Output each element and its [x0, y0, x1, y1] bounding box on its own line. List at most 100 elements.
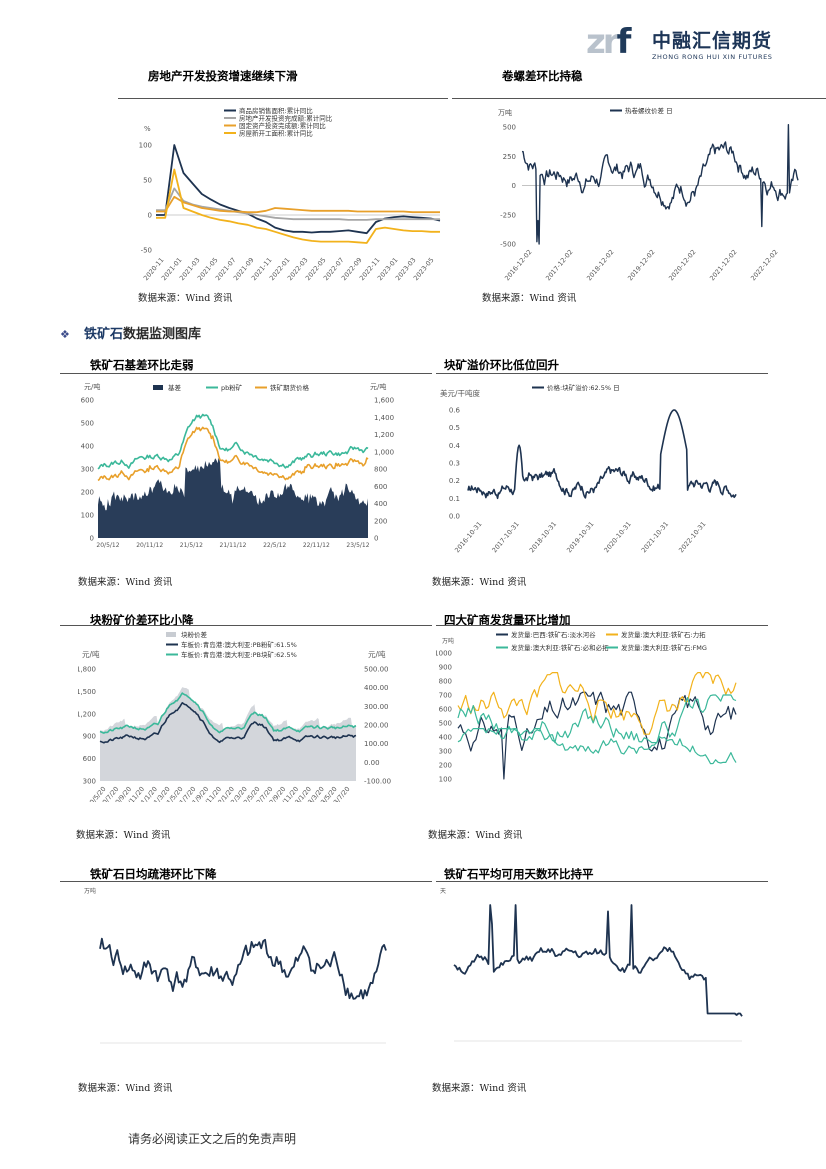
legend-item: 块粉价差: [181, 630, 208, 639]
y-tick-label-left: 600: [81, 397, 94, 405]
series-line: [467, 409, 737, 500]
divider: [60, 625, 432, 626]
legend-item: 热卷螺纹价差 日: [625, 106, 673, 115]
divider: [60, 881, 432, 882]
y-tick-label-left: 0: [90, 535, 94, 543]
chart-basis: 元/吨 元/吨 600 500 400 300 200 100 0 1,600 1,400 1,200…: [81, 382, 394, 549]
y-tick-label: 0.3: [449, 460, 460, 468]
y-tick-label: 0: [512, 182, 516, 190]
y-tick-label-right: 500.00: [364, 666, 389, 674]
y-tick-label-right: 800: [374, 466, 387, 474]
y-tick-label: 400: [439, 734, 452, 742]
y-tick-label: 600: [439, 706, 452, 714]
source-note: 数据来源：Wind 资讯: [78, 1083, 173, 1094]
y-tick-label-left: 1,200: [78, 710, 96, 718]
divider: [436, 881, 768, 882]
series-line: [156, 168, 440, 244]
y-unit: 万吨: [84, 887, 96, 895]
y-tick-label-right: 0.00: [364, 759, 380, 767]
y-unit: 天: [440, 888, 446, 895]
y-tick-label-right: 300.00: [364, 703, 389, 711]
x-tick-label: 2021-12-02: [708, 248, 738, 282]
x-tick-label: 2018-12-02: [585, 248, 615, 282]
y-tick-label-left: 400: [81, 443, 94, 451]
x-tick-label: 23/5/12: [346, 542, 369, 549]
legend-item: 铁矿期货价格: [270, 383, 310, 392]
y-tick-label: 300: [439, 748, 452, 756]
y-tick-label: 500: [503, 124, 516, 132]
y-tick-label-left: 200: [81, 489, 94, 497]
y-tick-label-left: 100: [81, 512, 94, 520]
chart-lump-fines-spread: 元/吨 元/吨 1,800 1,500 1,200 900 600 300 500.00 400.…: [78, 630, 391, 802]
y-tick-label-right: 400.00: [364, 684, 389, 692]
chart-hc-rebar-spread: 万吨 500 250 0 -250 -500 热卷螺纹价差 日 2016-12-02 2017-…: [498, 106, 799, 282]
y-tick-label-right: 1,600: [374, 397, 394, 405]
legend-item: 固定资产投资完成额:累计同比: [239, 121, 326, 130]
chart-lump-premium: 美元/干吨度 价格:块矿溢价:62.5% 日 0.6 0.5 0.4 0.3 0.2 0.1 0…: [440, 383, 737, 554]
y-tick-label-left: 1,500: [78, 688, 96, 696]
series-line: [97, 426, 369, 482]
y-tick-label: 0.5: [449, 424, 460, 432]
chart-title-basis: 铁矿石基差环比走弱: [90, 358, 194, 372]
y-tick-label: 0.4: [449, 442, 461, 450]
chart-title-real-estate: 房地产开发投资增速继续下滑: [148, 69, 298, 83]
chart-title-miner-shipments: 四大矿商发货量环比增加: [444, 613, 571, 627]
series-line: [99, 937, 387, 1000]
chart-title-hc-rebar: 卷螺差环比持稳: [502, 69, 583, 83]
bullet-icon: ❖: [60, 328, 70, 341]
section-heading: ❖ 铁矿石数据监测图库: [60, 327, 202, 342]
source-note: 数据来源：Wind 资讯: [432, 577, 527, 588]
y-unit: 万吨: [498, 108, 512, 117]
y-tick-label-right: 200.00: [364, 722, 389, 730]
y-tick-label: 0.6: [449, 407, 461, 415]
series-line: [453, 904, 743, 1017]
divider: [118, 98, 448, 99]
y-unit-left: 元/吨: [82, 649, 100, 659]
chart-miner-shipments: 万吨 1000 900 800 700 600 500 400 300 200 100 发货量:巴西:…: [436, 630, 737, 784]
series-line: [99, 692, 357, 734]
x-tick-label: 20/11/12: [136, 542, 163, 549]
y-unit: 美元/干吨度: [440, 388, 481, 398]
y-tick-label: 500: [439, 720, 452, 728]
legend-item: 发货量:澳大利亚:铁矿石:必和必拓: [511, 643, 609, 652]
chart-port-clearance: 万吨: [84, 887, 387, 1044]
source-note: 数据来源：Wind 资讯: [76, 830, 171, 841]
legend-item: 发货量:澳大利亚:铁矿石:力拓: [621, 630, 706, 639]
y-tick-label-left: 500: [81, 420, 94, 428]
chart-available-days: 天: [440, 888, 743, 1042]
legend-item: 房地产开发投资完成额:累计同比: [239, 114, 333, 123]
y-tick-label-right: -100.00: [364, 778, 391, 786]
divider: [452, 98, 826, 99]
x-tick-label: 2020-12-02: [667, 248, 697, 282]
legend-item: 价格:块矿溢价:62.5% 日: [547, 383, 620, 392]
x-tick-label: 2019-12-02: [626, 248, 656, 282]
series-line: [156, 195, 440, 214]
legend-item-swatch: [166, 632, 176, 637]
series-area: [100, 687, 356, 781]
logo-name-cn: 中融汇信期货: [652, 30, 773, 52]
x-tick-label: 2016-12-02: [503, 248, 533, 282]
x-tick-label: 2018-10-31: [528, 520, 558, 554]
x-tick-label: 20/5/12: [96, 542, 119, 549]
logo-name-en: ZHONG RONG HUI XIN FUTURES: [652, 53, 773, 61]
x-tick-label: 2017-10-31: [490, 520, 520, 554]
y-tick-label: 800: [439, 678, 452, 686]
y-tick-label: 200: [439, 762, 452, 770]
divider: [436, 625, 768, 626]
y-tick-label: 250: [503, 153, 516, 161]
x-tick-label: 2017-12-02: [544, 248, 574, 282]
source-note: 数据来源：Wind 资讯: [78, 577, 173, 588]
y-tick-label: 900: [439, 664, 452, 672]
legend-item: 车板价:青岛港:澳大利亚:PB块矿:62.5%: [181, 650, 297, 659]
source-note: 数据来源：Wind 资讯: [138, 293, 233, 304]
series-line: [457, 727, 737, 765]
x-tick-label: 2016-10-31: [453, 520, 483, 554]
y-unit-left: 元/吨: [84, 382, 100, 391]
y-tick-label: 50: [143, 177, 152, 185]
x-tick-label: 2021-10-31: [640, 520, 670, 554]
x-tick-label: 21/11/12: [220, 542, 247, 549]
logo-mark: zrf: [586, 22, 631, 62]
legend-item: 车板价:青岛港:澳大利亚:PB粉矿:61.5%: [181, 640, 297, 649]
y-tick-label: 1000: [436, 650, 452, 658]
chart-title-port-clearance: 铁矿石日均疏港环比下降: [90, 867, 217, 881]
